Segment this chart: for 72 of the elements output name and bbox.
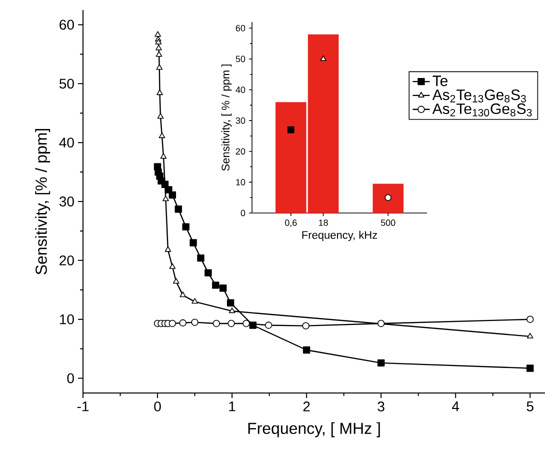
x-axis-title: Frequency, [ MHz ] xyxy=(248,422,380,438)
point xyxy=(157,113,164,119)
legend-label: As$_{2}$Te$_{13}$Ge$_{8}$S$_{3}$ xyxy=(432,89,526,102)
point xyxy=(226,299,234,306)
point xyxy=(526,332,534,338)
point xyxy=(174,206,182,213)
point xyxy=(191,318,198,326)
x-axis-title: Frequency, kHz xyxy=(302,230,378,242)
legend-label: Te xyxy=(432,76,448,86)
point xyxy=(377,359,385,367)
point xyxy=(180,292,186,298)
x-tick-label: 500 xyxy=(380,220,396,226)
point xyxy=(526,316,534,323)
point xyxy=(156,44,162,50)
x-tick-label: 2 xyxy=(303,402,310,412)
bar xyxy=(372,184,404,213)
y-tick-label: 0 xyxy=(240,210,246,216)
y-axis-title: Sensitivity, [ % / ppm ] xyxy=(221,64,232,171)
x-tick-label: 3 xyxy=(378,402,384,412)
y-tick-label: 10 xyxy=(236,179,246,186)
point xyxy=(160,153,167,159)
y-axis-title: Sensitivity, [% / ppm] xyxy=(35,128,50,274)
point xyxy=(179,319,186,326)
point xyxy=(154,31,161,37)
y-tick-label: 30 xyxy=(59,196,74,206)
point xyxy=(162,196,169,202)
point xyxy=(182,223,190,230)
y-tick-label: 0 xyxy=(67,373,74,384)
x-tick-label: 18 xyxy=(318,220,328,226)
y-tick-label: 20 xyxy=(60,255,74,266)
point xyxy=(168,191,176,199)
point xyxy=(192,298,198,304)
point xyxy=(249,322,256,329)
x-tick-label: 0,6 xyxy=(284,220,297,227)
point xyxy=(212,320,220,328)
x-tick-label: 4 xyxy=(452,402,460,412)
point xyxy=(219,284,227,292)
x-tick-label: -1 xyxy=(77,402,89,412)
point xyxy=(302,346,310,354)
point xyxy=(172,278,180,284)
point xyxy=(169,263,176,269)
y-tick-label: 50 xyxy=(236,56,246,62)
point xyxy=(377,320,385,328)
y-tick-label: 40 xyxy=(236,86,246,93)
y-tick-label: 60 xyxy=(60,20,74,30)
y-tick-label: 50 xyxy=(59,78,74,89)
point xyxy=(190,239,197,246)
point xyxy=(155,38,162,44)
x-tick-label: 0 xyxy=(154,402,161,412)
point xyxy=(302,322,310,330)
point xyxy=(197,254,204,262)
point xyxy=(228,307,236,314)
point xyxy=(168,320,176,328)
point xyxy=(156,51,162,57)
legend-label: As$_{2}$Te$_{130}$Ge$_{8}$S$_{3}$ xyxy=(432,103,532,116)
point xyxy=(242,320,250,328)
point xyxy=(204,269,212,276)
point xyxy=(164,246,172,252)
y-tick-label: 30 xyxy=(236,117,246,124)
point xyxy=(228,320,235,328)
point xyxy=(156,64,163,70)
y-tick-label: 10 xyxy=(60,314,74,324)
point xyxy=(158,132,166,138)
x-tick-label: 1 xyxy=(229,402,236,412)
point xyxy=(156,89,163,96)
y-tick-label: 60 xyxy=(236,24,246,32)
point xyxy=(264,322,272,329)
point xyxy=(212,282,220,289)
y-tick-label: 40 xyxy=(59,138,74,148)
point xyxy=(526,364,534,372)
x-tick-label: 5 xyxy=(526,402,534,412)
y-tick-label: 20 xyxy=(236,148,246,155)
